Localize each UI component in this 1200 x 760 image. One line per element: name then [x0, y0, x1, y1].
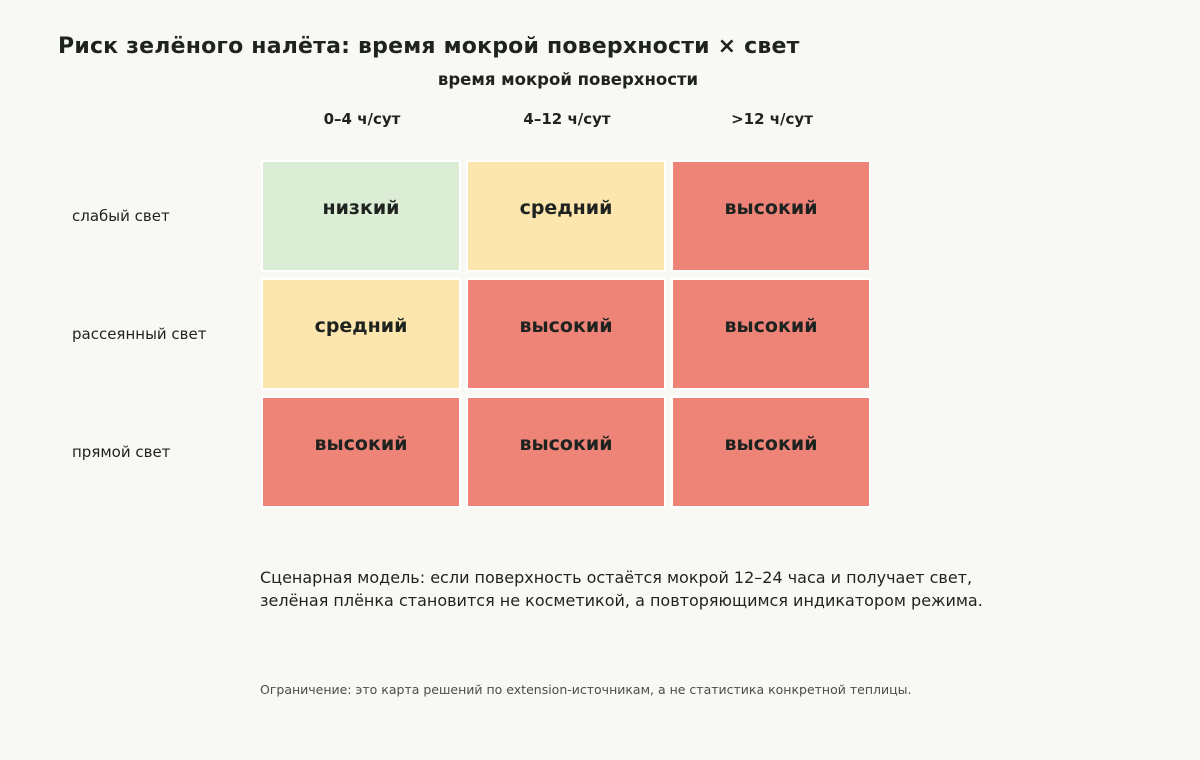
row-label: рассеянный свет: [72, 325, 207, 343]
row-label: слабый свет: [72, 207, 170, 225]
column-label: 0–4 ч/сут: [323, 110, 401, 128]
heatmap-cell: высокий: [671, 160, 871, 272]
cell-value-label: высокий: [519, 315, 613, 337]
scenario-note-line-1: Сценарная модель: если поверхность остаё…: [260, 568, 973, 587]
column-label: 4–12 ч/сут: [523, 110, 611, 128]
heatmap-cell: высокий: [671, 278, 871, 390]
heatmap-cell: высокий: [466, 396, 666, 508]
scenario-note: Сценарная модель: если поверхность остаё…: [260, 566, 1080, 612]
row-label: прямой свет: [72, 443, 171, 461]
limitation-note: Ограничение: это карта решений по extens…: [260, 682, 912, 697]
cell-value-label: высокий: [724, 197, 818, 219]
cell-value-label: средний: [314, 315, 408, 337]
column-label: >12 ч/сут: [731, 110, 813, 128]
heatmap-cell: высокий: [261, 396, 461, 508]
chart-title: Риск зелёного налёта: время мокрой повер…: [58, 34, 800, 59]
cell-value-label: низкий: [322, 197, 400, 219]
cell-value-label: средний: [519, 197, 613, 219]
heatmap-cell: средний: [466, 160, 666, 272]
cell-value-label: высокий: [314, 433, 408, 455]
scenario-note-line-2: зелёная плёнка становится не косметикой,…: [260, 591, 983, 610]
cell-value-label: высокий: [724, 315, 818, 337]
heatmap-cell: средний: [261, 278, 461, 390]
x-axis-title: время мокрой поверхности: [437, 70, 699, 89]
heatmap-cell: высокий: [671, 396, 871, 508]
heatmap-cell: высокий: [466, 278, 666, 390]
cell-value-label: высокий: [724, 433, 818, 455]
heatmap-cell: низкий: [261, 160, 461, 272]
cell-value-label: высокий: [519, 433, 613, 455]
